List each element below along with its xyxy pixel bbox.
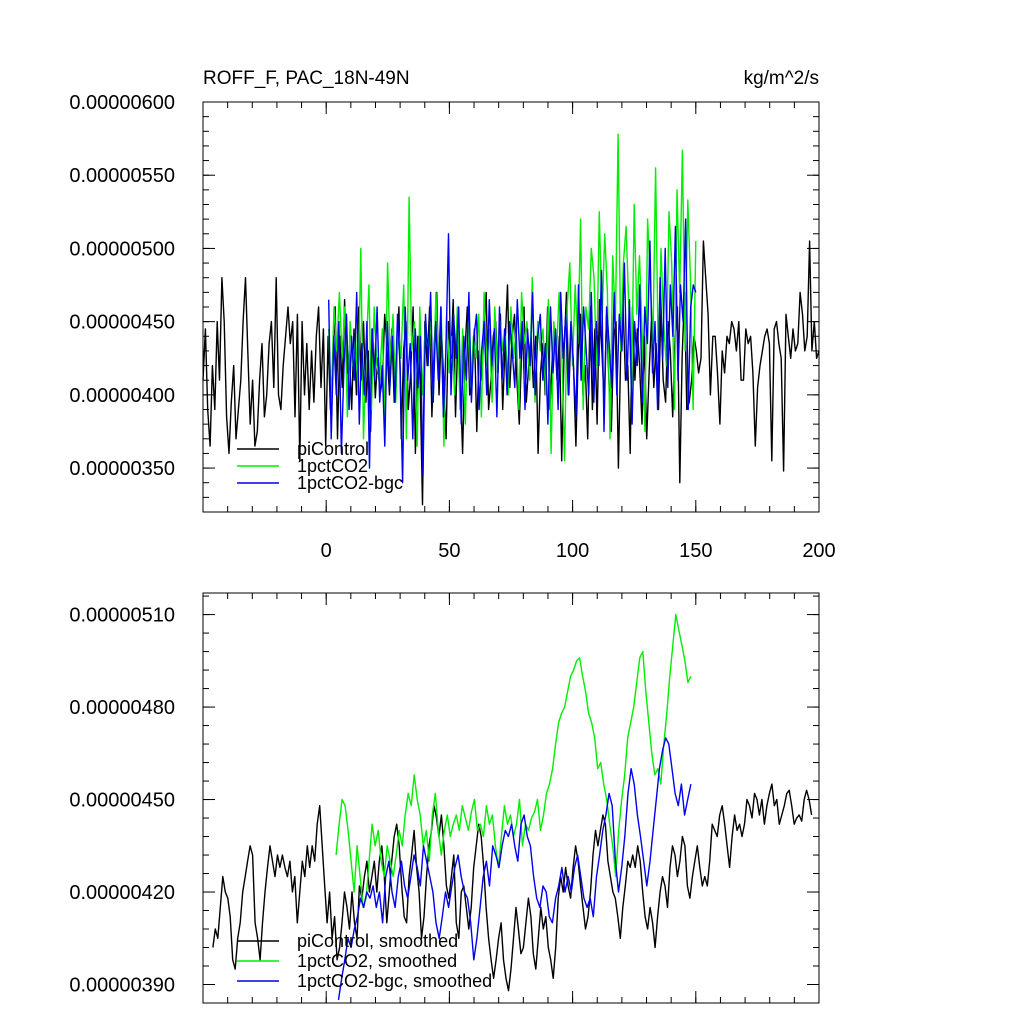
legend-label: 1pctCO2 (297, 456, 368, 476)
y-tick-label: 0.00000450 (69, 312, 175, 334)
top-title-right: kg/m^2/s (744, 68, 819, 89)
bottom-panel: 0.00000390 0.00000420 0.00000450 0.00000480… (69, 592, 820, 1004)
y-tick-label: 0.00000450 (69, 790, 175, 812)
y-tick-label: 0.00000550 (69, 165, 175, 187)
top-panel: ROFF_F, PAC_18N-49N kg/m^2/s 0.000003500… (69, 68, 835, 562)
top-series-lines (202, 133, 820, 506)
y-tick-label: 0.00000350 (69, 458, 175, 480)
x-tick-label: 50 (438, 540, 460, 562)
top-title-left: ROFF_F, PAC_18N-49N (203, 68, 410, 89)
legend-label: piControl (297, 439, 369, 459)
y-tick-label: 0.00000480 (69, 697, 175, 719)
series-line-1pctco2-bgc (328, 218, 697, 484)
y-tick-label: 0.00000390 (69, 975, 175, 997)
series-line-1pctco2-bgc-smoothed (337, 737, 692, 1001)
bottom-series-lines (212, 613, 813, 1001)
legend-label: piControl, smoothed (297, 931, 458, 951)
bottom-plot-frame (202, 592, 820, 1004)
series-line-picontrol (202, 240, 820, 506)
x-tick-label: 200 (802, 540, 835, 562)
x-tick-label: 100 (556, 540, 589, 562)
x-tick-label: 0 (321, 540, 332, 562)
series-line-1pctco2 (328, 133, 697, 462)
y-tick-label: 0.00000510 (69, 605, 175, 627)
top-axis-ticks: 0.00000350 0.00000400 0.00000450 0.00000500… (69, 92, 835, 562)
y-tick-label: 0.00000600 (69, 92, 175, 114)
legend-label: 1pctCO2-bgc, smoothed (297, 971, 492, 991)
bottom-axis-ticks: 0.00000390 0.00000420 0.00000450 0.00000480… (69, 593, 820, 1004)
y-tick-label: 0.00000500 (69, 238, 175, 260)
y-tick-label: 0.00000400 (69, 385, 175, 407)
y-tick-label: 0.00000420 (69, 882, 175, 904)
legend-label: 1pctCO2-bgc (297, 473, 403, 493)
x-tick-label: 150 (679, 540, 712, 562)
series-line-picontrol-smoothed (212, 783, 813, 992)
legend-label: 1pctCO2, smoothed (297, 951, 457, 971)
